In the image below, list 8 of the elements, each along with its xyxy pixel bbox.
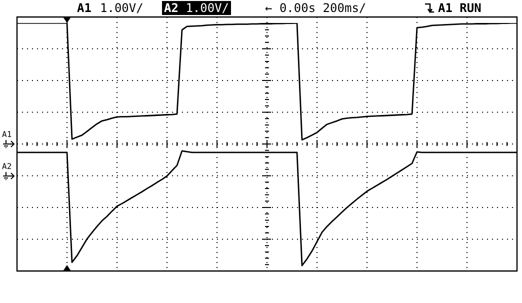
text: 1.00V/ (100, 1, 144, 15)
text: A2 (164, 1, 178, 15)
text: A1 (2, 130, 12, 139)
text: A1 RUN (438, 1, 482, 15)
series-label: A1 (77, 1, 92, 15)
text: ← 0.00s 200ms/ (265, 1, 366, 15)
series-label: A2 (2, 162, 12, 171)
text: 1.00V/ (186, 1, 230, 15)
